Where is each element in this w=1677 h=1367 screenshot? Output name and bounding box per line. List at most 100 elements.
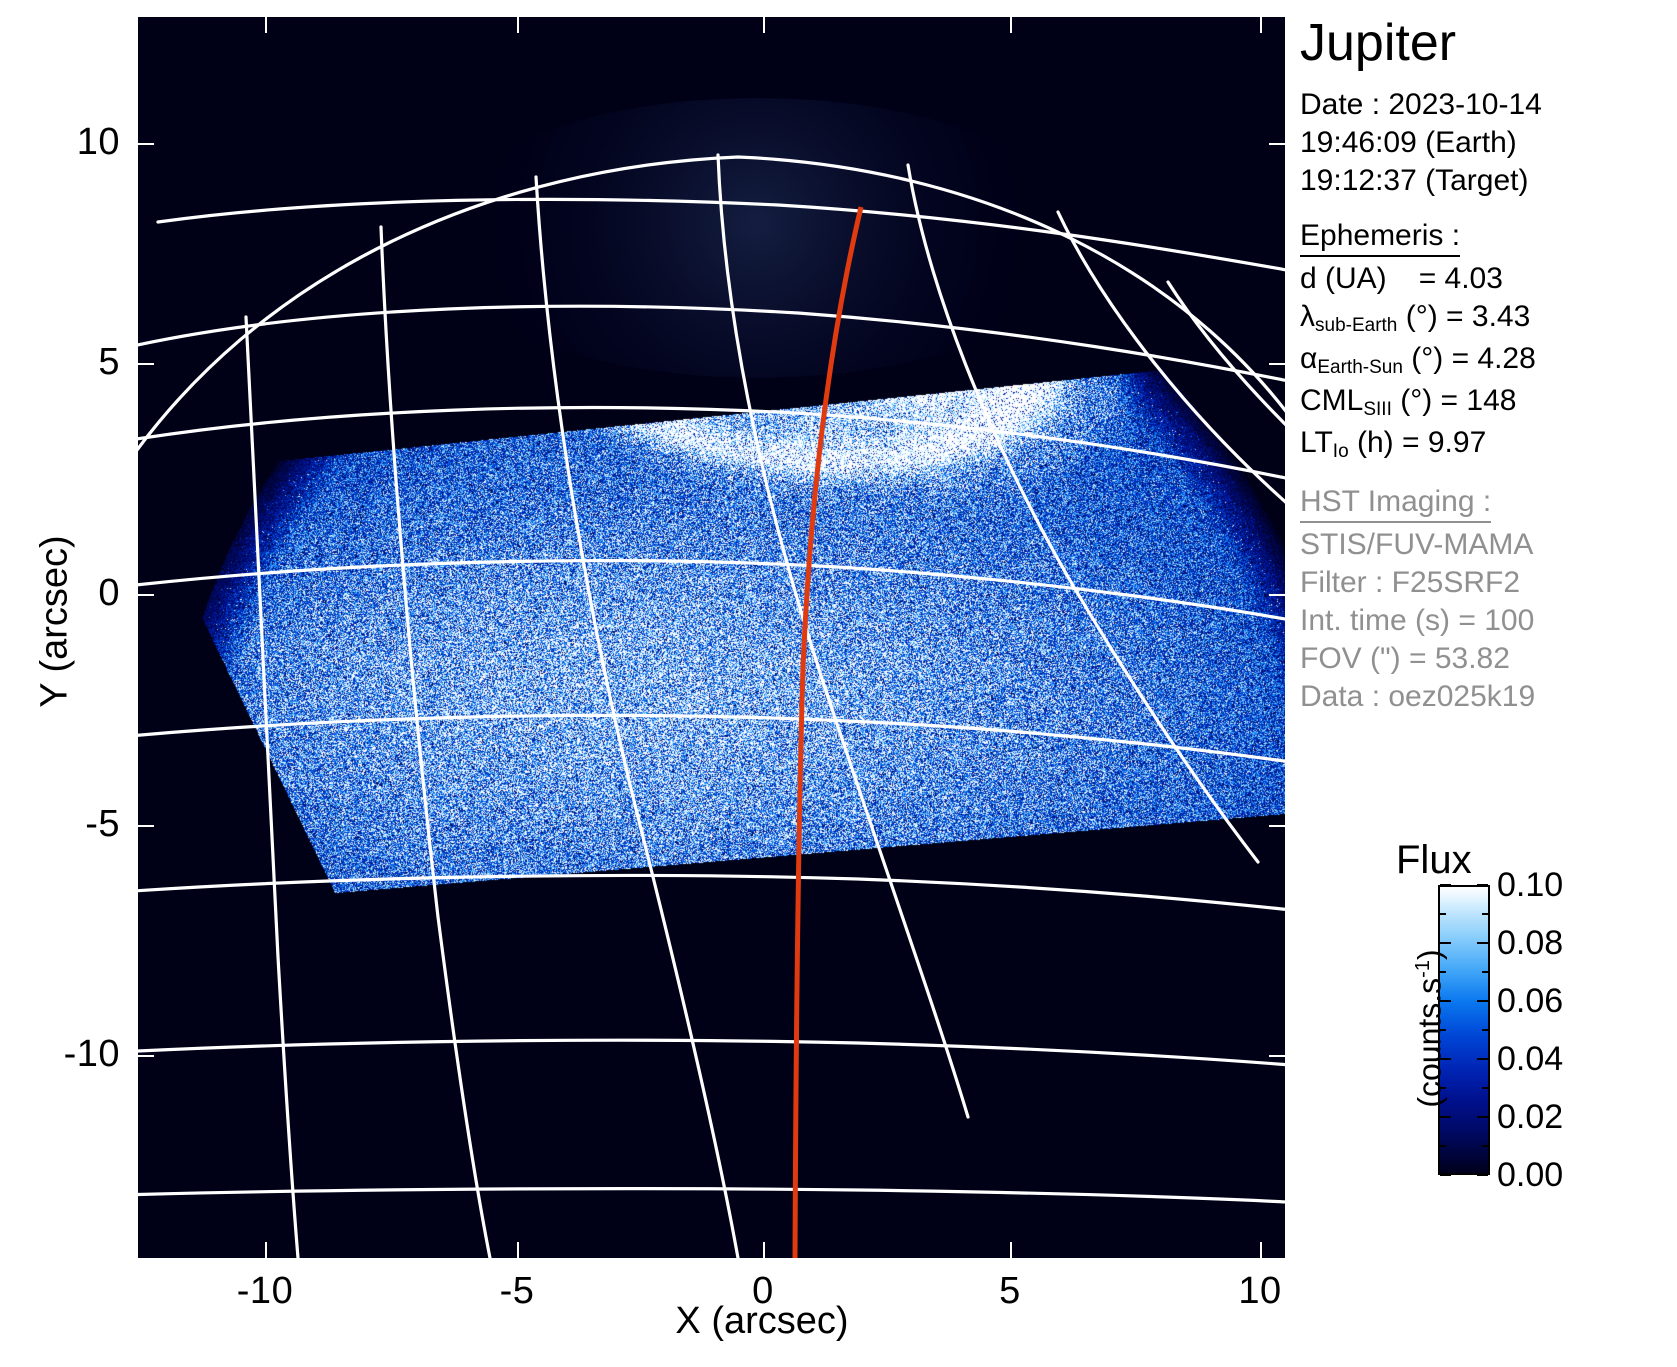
ephemeris-row-cml: CMLSIII (°) = 148 bbox=[1300, 382, 1670, 424]
ephemeris-symbol-alpha: α bbox=[1300, 342, 1318, 375]
x-tick-label: 0 bbox=[752, 1270, 774, 1312]
y-tick-label: 10 bbox=[76, 121, 120, 163]
ephemeris-label-d: d (UA) bbox=[1300, 262, 1387, 295]
x-axis-tick-mark bbox=[1260, 1242, 1262, 1258]
hst-int-time: Int. time (s) = 100 bbox=[1300, 604, 1535, 637]
colorbar-tick-mark bbox=[1440, 1058, 1451, 1060]
colorbar-gradient bbox=[1440, 887, 1488, 1173]
hst-filter: Filter : F25SRF2 bbox=[1300, 566, 1521, 599]
y-axis-tick-mark bbox=[138, 825, 154, 827]
colorbar-tick-label: 0.02 bbox=[1497, 1098, 1564, 1136]
y-axis-tick-mark bbox=[138, 1055, 154, 1057]
colorbar-tick-mark bbox=[1477, 884, 1488, 886]
x-axis-tick-mark bbox=[265, 17, 267, 33]
image-plot-area bbox=[138, 17, 1285, 1258]
io-footprint-track bbox=[792, 206, 864, 1258]
ephemeris-unit-cml: (°) bbox=[1400, 384, 1433, 417]
x-axis-label: X (arcsec) bbox=[675, 1300, 849, 1342]
info-panel: Jupiter Date : 2023-10-14 19:46:09 (Eart… bbox=[1300, 14, 1670, 716]
y-axis-tick-mark bbox=[1269, 594, 1285, 596]
y-tick-label: -5 bbox=[85, 803, 120, 845]
x-axis-tick-mark bbox=[265, 1242, 267, 1258]
y-axis-tick-mark bbox=[138, 143, 154, 145]
latitude-line-2 bbox=[138, 304, 1285, 382]
colorbar bbox=[1438, 885, 1490, 1175]
y-axis-tick-mark bbox=[138, 363, 154, 365]
ephemeris-value-lt: = 9.97 bbox=[1402, 426, 1487, 459]
hst-fov: FOV (") = 53.82 bbox=[1300, 642, 1510, 675]
colorbar-tick-label: 0.08 bbox=[1497, 924, 1564, 962]
colorbar-tick-mark bbox=[1440, 1087, 1446, 1089]
colorbar-tick-mark bbox=[1440, 1029, 1446, 1031]
ephemeris-sub-lambda: sub-Earth bbox=[1315, 315, 1398, 336]
meridian-5 bbox=[906, 163, 1260, 864]
target-title: Jupiter bbox=[1300, 14, 1457, 72]
colorbar-units-suffix: ) bbox=[1411, 949, 1448, 961]
colorbar-title: Flux bbox=[1396, 838, 1472, 882]
y-tick-label: 0 bbox=[98, 572, 120, 614]
ephemeris-symbol-cml: CML bbox=[1300, 384, 1364, 417]
y-axis-tick-mark bbox=[1269, 825, 1285, 827]
ephemeris-row-lambda: λsub-Earth (°) = 3.43 bbox=[1300, 298, 1670, 340]
latitude-line-5 bbox=[138, 713, 1285, 763]
x-tick-label: -5 bbox=[499, 1270, 535, 1312]
y-axis-tick-mark bbox=[1269, 1055, 1285, 1057]
meridian-2 bbox=[379, 225, 492, 1258]
ephemeris-value-alpha: = 4.28 bbox=[1451, 342, 1536, 375]
ephemeris-symbol-lambda: λ bbox=[1300, 300, 1315, 333]
colorbar-tick-mark bbox=[1440, 913, 1446, 915]
meridian-1 bbox=[244, 315, 300, 1258]
colorbar-tick-mark bbox=[1482, 971, 1488, 973]
observation-date: Date : 2023-10-14 bbox=[1300, 88, 1542, 121]
ephemeris-symbol-lt: LT bbox=[1300, 426, 1333, 459]
hst-imaging-heading: HST Imaging : bbox=[1300, 484, 1492, 523]
colorbar-tick-mark bbox=[1482, 1029, 1488, 1031]
meridian-6 bbox=[1056, 210, 1285, 504]
hst-data-id: Data : oez025k19 bbox=[1300, 680, 1536, 713]
ephemeris-row-alpha: αEarth-Sun (°) = 4.28 bbox=[1300, 340, 1670, 382]
ephemeris-unit-alpha: (°) bbox=[1411, 342, 1444, 375]
y-axis-label: Y (arcsec) bbox=[33, 535, 76, 708]
colorbar-tick-mark bbox=[1440, 1174, 1451, 1176]
latitude-line-1 bbox=[156, 197, 1285, 272]
colorbar-tick-mark bbox=[1440, 1000, 1451, 1002]
x-axis-tick-mark bbox=[517, 17, 519, 33]
y-tick-label: -10 bbox=[63, 1033, 120, 1075]
ephemeris-row-distance: d (UA) = 4.03 bbox=[1300, 260, 1670, 298]
x-axis-tick-mark bbox=[517, 1242, 519, 1258]
x-axis-tick-mark bbox=[763, 17, 765, 33]
ephemeris-sub-alpha: Earth-Sun bbox=[1317, 357, 1403, 378]
colorbar-tick-label: 0.10 bbox=[1497, 866, 1564, 904]
colorbar-tick-mark bbox=[1477, 1116, 1488, 1118]
colorbar-tick-mark bbox=[1482, 913, 1488, 915]
meridian-7 bbox=[1166, 280, 1285, 427]
y-axis-tick-mark bbox=[1269, 363, 1285, 365]
y-axis-tick-mark bbox=[1269, 143, 1285, 145]
latitude-line-7 bbox=[138, 1038, 1285, 1067]
colorbar-tick-mark bbox=[1440, 1116, 1451, 1118]
meridian-4 bbox=[716, 153, 970, 1119]
y-tick-label: 5 bbox=[98, 341, 120, 383]
graticule-overlay bbox=[138, 153, 1285, 1258]
colorbar-tick-mark bbox=[1477, 1000, 1488, 1002]
latitude-line-8 bbox=[138, 1187, 1285, 1204]
ephemeris-unit-lambda: (°) bbox=[1405, 300, 1438, 333]
colorbar-tick-mark bbox=[1482, 1145, 1488, 1147]
x-axis-tick-mark bbox=[1010, 1242, 1012, 1258]
colorbar-tick-mark bbox=[1482, 1087, 1488, 1089]
colorbar-tick-mark bbox=[1477, 942, 1488, 944]
colorbar-tick-label: 0.06 bbox=[1497, 982, 1564, 1020]
latitude-line-6 bbox=[138, 873, 1285, 911]
ephemeris-sub-lt: Io bbox=[1332, 441, 1349, 462]
observation-time-target: 19:12:37 (Target) bbox=[1300, 164, 1529, 197]
ephemeris-value-d: = 4.03 bbox=[1418, 262, 1503, 295]
x-tick-label: -10 bbox=[236, 1270, 294, 1312]
x-axis-tick-mark bbox=[763, 1242, 765, 1258]
ephemeris-value-lambda: = 3.43 bbox=[1446, 300, 1531, 333]
ephemeris-unit-lt: (h) bbox=[1357, 426, 1394, 459]
hst-instrument: STIS/FUV-MAMA bbox=[1300, 528, 1534, 561]
colorbar-tick-mark bbox=[1440, 1145, 1446, 1147]
latitude-line-3 bbox=[138, 405, 1285, 480]
colorbar-tick-mark bbox=[1440, 884, 1451, 886]
colorbar-tick-mark bbox=[1477, 1058, 1488, 1060]
